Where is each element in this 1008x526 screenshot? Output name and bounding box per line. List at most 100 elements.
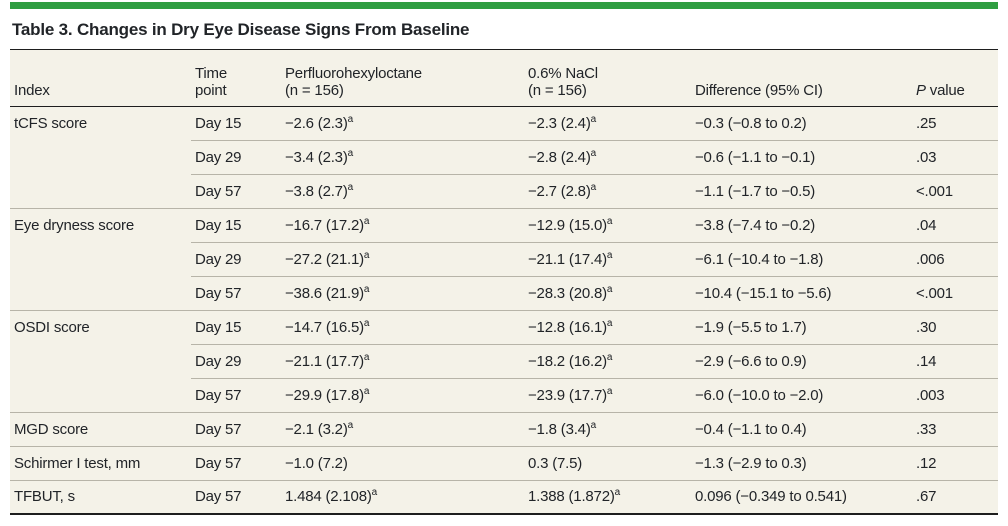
pfho-cell: −14.7 (16.5)a	[281, 309, 524, 344]
index-cell: tCFS score	[14, 114, 88, 132]
nacl-cell: −1.8 (3.4)a	[524, 411, 691, 446]
nacl-cell: −2.3 (2.4)a	[528, 113, 597, 132]
pvalue-cell: .006	[912, 241, 998, 276]
p-value-italic-p: P	[916, 81, 926, 99]
pvalue-cell: .25	[916, 114, 937, 132]
table-row: TFBUT, s Day 57 1.484 (2.108)a 1.388 (1.…	[10, 479, 998, 514]
difference-cell: −0.3 (−0.8 to 0.2)	[695, 114, 807, 132]
time-cell: Day 57	[191, 173, 281, 208]
header-index: Index	[10, 50, 191, 107]
header-time-point: Time point	[191, 50, 281, 107]
p-value-rest: value	[925, 81, 965, 99]
footnote-marker: a	[363, 283, 370, 295]
pfho-cell: −27.2 (21.1)a	[281, 241, 524, 276]
footnote-marker: a	[606, 351, 613, 363]
pvalue-cell: .14	[912, 343, 998, 378]
pvalue-cell: .12	[912, 445, 998, 480]
difference-cell: −2.9 (−6.6 to 0.9)	[691, 343, 912, 378]
footnote-marker: a	[590, 147, 597, 159]
table-row: Day 29 −27.2 (21.1)a −21.1 (17.4)a −6.1 …	[10, 241, 998, 276]
pfho-cell: 1.484 (2.108)a	[281, 479, 524, 514]
index-cell	[10, 174, 191, 208]
nacl-cell: 0.3 (7.5)	[524, 445, 691, 480]
difference-cell: −1.1 (−1.7 to −0.5)	[691, 173, 912, 208]
index-cell: OSDI score	[10, 309, 191, 344]
table-row: Eye dryness score Day 15 −16.7 (17.2)a −…	[10, 207, 998, 242]
time-cell: Day 29	[191, 343, 281, 378]
table-row: OSDI score Day 15 −14.7 (16.5)a −12.8 (1…	[10, 309, 998, 344]
pvalue-cell: <.001	[912, 173, 998, 208]
pvalue-cell: .04	[912, 207, 998, 242]
footnote-marker: a	[347, 147, 354, 159]
footnote-marker: a	[590, 181, 597, 193]
time-cell: Day 29	[191, 241, 281, 276]
footnote-marker: a	[590, 419, 597, 431]
footnote-marker: a	[347, 419, 354, 431]
data-table: Index Time point Perfluorohexyloctane (n…	[10, 50, 998, 515]
footnote-marker: a	[606, 385, 613, 397]
nacl-cell: −28.3 (20.8)a	[524, 275, 691, 310]
pvalue-cell: .003	[912, 377, 998, 412]
table-row: Day 57 −29.9 (17.8)a −23.9 (17.7)a −6.0 …	[10, 377, 998, 412]
footnote-marker: a	[363, 215, 370, 227]
time-cell: Day 15	[191, 309, 281, 344]
footnote-marker: a	[606, 249, 613, 261]
pfho-cell: −21.1 (17.7)a	[281, 343, 524, 378]
nacl-cell: −2.7 (2.8)a	[524, 173, 691, 208]
difference-cell: −3.8 (−7.4 to −0.2)	[691, 207, 912, 242]
index-cell	[10, 140, 191, 174]
nacl-cell: −12.9 (15.0)a	[524, 207, 691, 242]
difference-cell: −1.3 (−2.9 to 0.3)	[691, 445, 912, 480]
index-cell	[10, 276, 191, 310]
table-row: tCFS score Day 15 −2.6 (2.3)a −2.3 (2.4)…	[10, 106, 998, 140]
index-cell: MGD score	[10, 411, 191, 446]
pvalue-cell: .03	[912, 139, 998, 174]
pfho-cell: −2.6 (2.3)a	[285, 113, 354, 132]
index-cell: Eye dryness score	[10, 207, 191, 242]
table-row: Day 57 −3.8 (2.7)a −2.7 (2.8)a −1.1 (−1.…	[10, 173, 998, 208]
time-cell: Day 57	[191, 377, 281, 412]
table-title: Table 3. Changes in Dry Eye Disease Sign…	[10, 9, 998, 50]
table-row: Day 29 −3.4 (2.3)a −2.8 (2.4)a −0.6 (−1.…	[10, 139, 998, 174]
header-p-value: P value	[912, 50, 998, 107]
pfho-cell: −29.9 (17.8)a	[281, 377, 524, 412]
difference-cell: −6.1 (−10.4 to −1.8)	[691, 241, 912, 276]
footnote-marker: a	[614, 487, 621, 499]
footnote-marker: a	[371, 487, 378, 499]
table-row: Day 29 −21.1 (17.7)a −18.2 (16.2)a −2.9 …	[10, 343, 998, 378]
nacl-cell: 1.388 (1.872)a	[524, 479, 691, 514]
table-figure: Table 3. Changes in Dry Eye Disease Sign…	[10, 2, 998, 515]
time-cell: Day 57	[191, 411, 281, 446]
header-perfluorohexyloctane: Perfluorohexyloctane (n = 156)	[281, 50, 524, 107]
time-cell: Day 57	[191, 445, 281, 480]
index-cell	[10, 242, 191, 276]
time-cell: Day 15	[195, 114, 242, 132]
pfho-cell: −38.6 (21.9)a	[281, 275, 524, 310]
footnote-marker: a	[347, 113, 354, 125]
green-accent-bar	[10, 2, 998, 9]
difference-cell: −0.6 (−1.1 to −0.1)	[691, 139, 912, 174]
nacl-cell: −23.9 (17.7)a	[524, 377, 691, 412]
nacl-cell: −12.8 (16.1)a	[524, 309, 691, 344]
index-cell	[10, 344, 191, 378]
pvalue-cell: .30	[912, 309, 998, 344]
table-row: Day 57 −38.6 (21.9)a −28.3 (20.8)a −10.4…	[10, 275, 998, 310]
footnote-marker: a	[363, 249, 370, 261]
difference-cell: −1.9 (−5.5 to 1.7)	[691, 309, 912, 344]
header-nacl: 0.6% NaCl (n = 156)	[524, 50, 691, 107]
pfho-cell: −2.1 (3.2)a	[281, 411, 524, 446]
table-row: MGD score Day 57 −2.1 (3.2)a −1.8 (3.4)a…	[10, 411, 998, 446]
header-difference: Difference (95% CI)	[691, 50, 912, 107]
difference-cell: −10.4 (−15.1 to −5.6)	[691, 275, 912, 310]
index-cell	[10, 378, 191, 412]
footnote-marker: a	[606, 215, 613, 227]
nacl-cell: −18.2 (16.2)a	[524, 343, 691, 378]
footnote-marker: a	[347, 181, 354, 193]
pfho-cell: −16.7 (17.2)a	[281, 207, 524, 242]
pvalue-cell: .67	[912, 479, 998, 514]
footnote-marker: a	[606, 283, 613, 295]
time-cell: Day 15	[191, 207, 281, 242]
footnote-marker: a	[590, 113, 597, 125]
footnote-marker: a	[363, 351, 370, 363]
footnote-marker: a	[606, 317, 613, 329]
